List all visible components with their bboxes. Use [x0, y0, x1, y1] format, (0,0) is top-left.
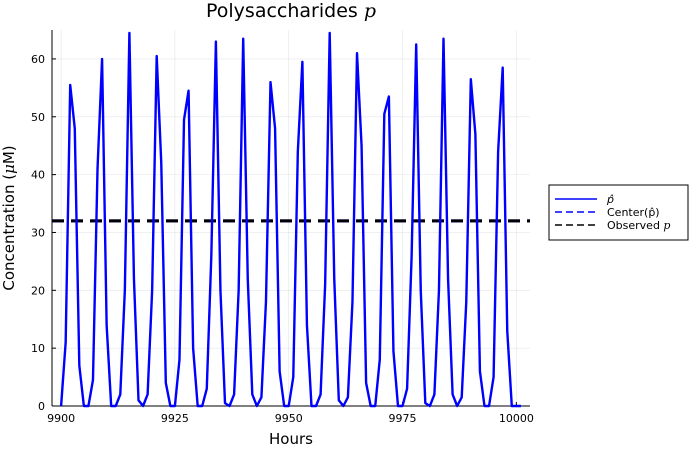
chart-title-symbol: p — [364, 0, 376, 22]
x-tick-label: 9975 — [389, 412, 417, 425]
axes — [51, 30, 530, 407]
legend-label-observed-text: Observed — [607, 219, 663, 232]
ticks: 9900 9925 9950 9975 10000 0 10 20 30 40 50 60 — [31, 53, 534, 425]
y-axis-label-suffix: M) — [0, 145, 18, 164]
chart-title-text: Polysaccharides — [206, 0, 364, 22]
y-axis-label-symbol: μ — [0, 164, 18, 174]
y-tick-label: 60 — [31, 53, 45, 66]
y-tick-label: 0 — [38, 400, 45, 413]
legend-label-p-hat: p̂ — [606, 193, 614, 206]
x-axis-label: Hours — [269, 430, 313, 448]
y-axis-label: Concentration (μM) — [0, 145, 18, 290]
legend-label-center: Center(p̂) — [607, 206, 660, 219]
y-tick-label: 50 — [31, 111, 45, 124]
legend-label-observed: Observed p — [607, 219, 670, 232]
x-tick-label: 9900 — [47, 412, 75, 425]
legend: p̂ Center(p̂) Observed p — [548, 184, 689, 241]
x-tick-label: 9925 — [161, 412, 189, 425]
series-p-hat-line — [59, 31, 521, 408]
x-tick-label: 10000 — [499, 412, 534, 425]
grid — [52, 30, 530, 407]
series — [52, 31, 530, 408]
y-tick-label: 10 — [31, 342, 45, 355]
legend-label-observed-symbol: p — [663, 219, 670, 232]
x-tick-label: 9950 — [275, 412, 303, 425]
chart-title: Polysaccharides p — [206, 0, 376, 22]
y-tick-label: 40 — [31, 169, 45, 182]
y-tick-label: 20 — [31, 284, 45, 297]
y-tick-label: 30 — [31, 226, 45, 239]
y-axis-label-text: Concentration ( — [0, 174, 18, 291]
